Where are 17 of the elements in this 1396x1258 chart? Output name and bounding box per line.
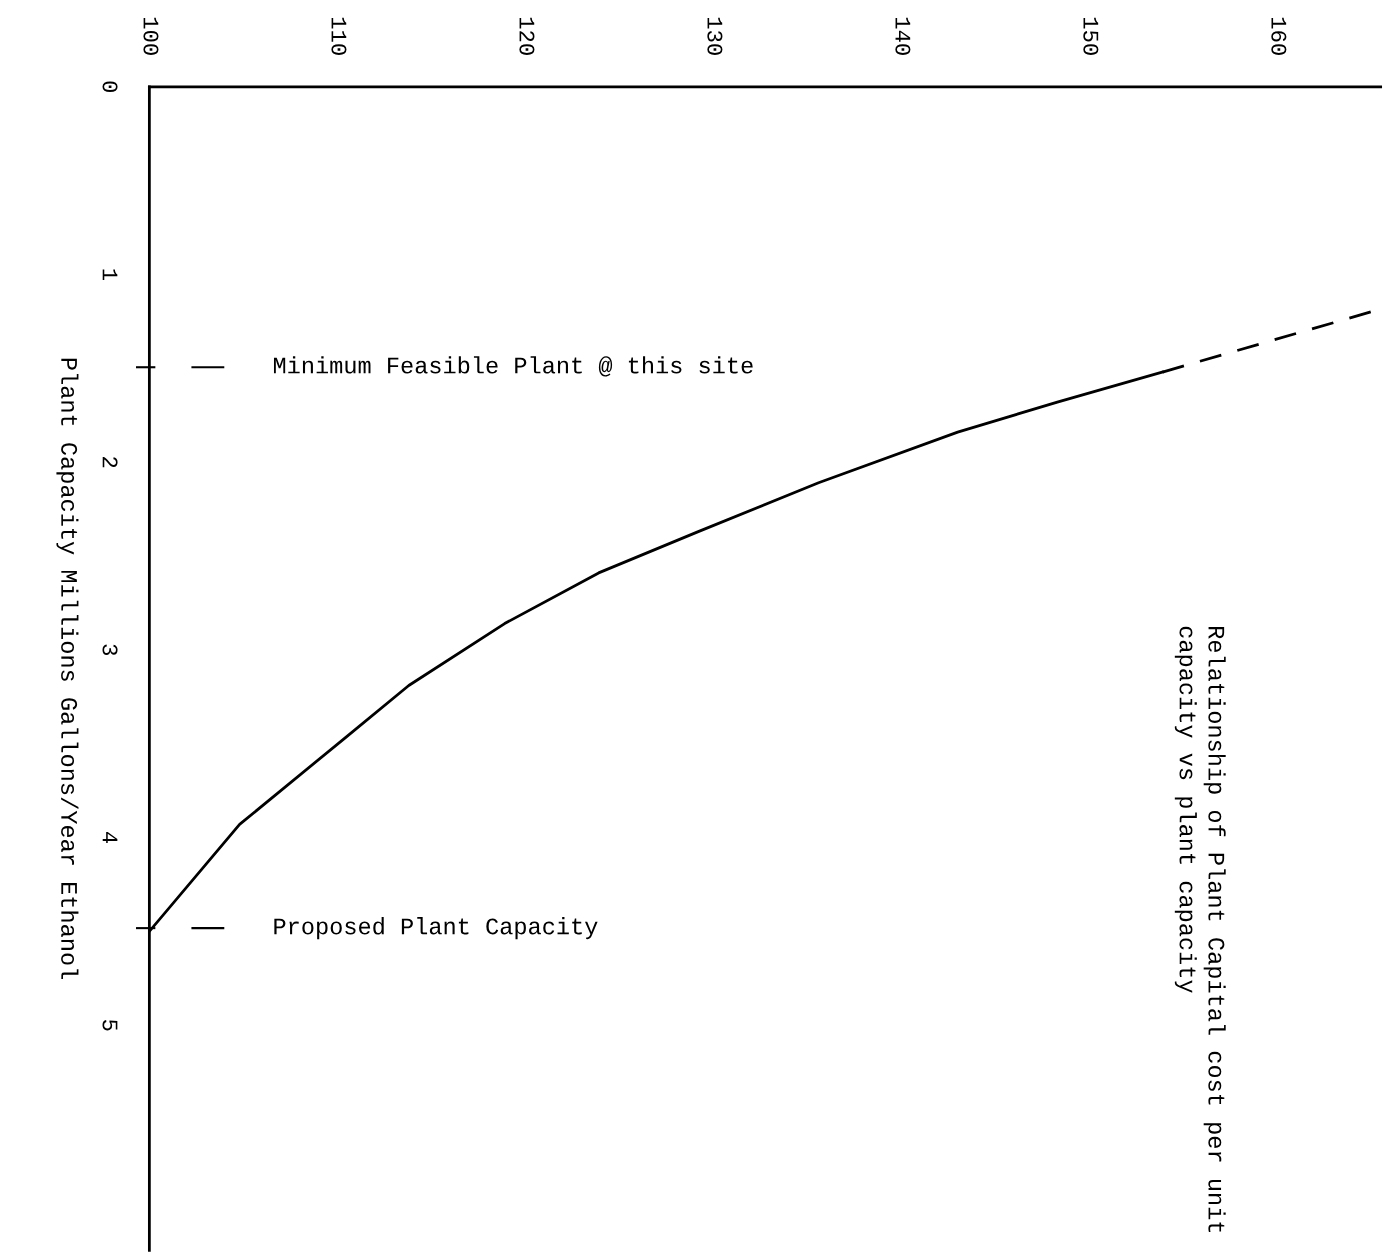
x-tick-label: 140	[895, 17, 911, 55]
y-tick-label: 5	[102, 1019, 118, 1031]
y-tick-label: 1	[102, 269, 118, 281]
y-axis-title: Plant Capacity Millions Gallons/Year Ethanol	[56, 358, 79, 980]
annotation: Minimum Feasible Plant @ this site	[273, 356, 753, 377]
y-tick-label: 4	[102, 831, 118, 844]
x-tick-label: 130	[707, 17, 723, 55]
x-tick-label: 160	[1271, 17, 1287, 55]
x-tick-label: 150	[1083, 17, 1099, 55]
annotation: Proposed Plant Capacity	[274, 917, 598, 940]
y-tick-label: 2	[102, 457, 118, 468]
x-tick-label: 100	[143, 17, 159, 55]
text: Relationship of Plant Capital cost per unit capacity vs plant capacity	[1174, 626, 1226, 1233]
x-tick-label: 120	[519, 17, 535, 55]
x-tick-label: 110	[331, 17, 347, 55]
y-tick-label: 3	[102, 644, 118, 656]
y-tick-label: 0	[102, 81, 118, 93]
